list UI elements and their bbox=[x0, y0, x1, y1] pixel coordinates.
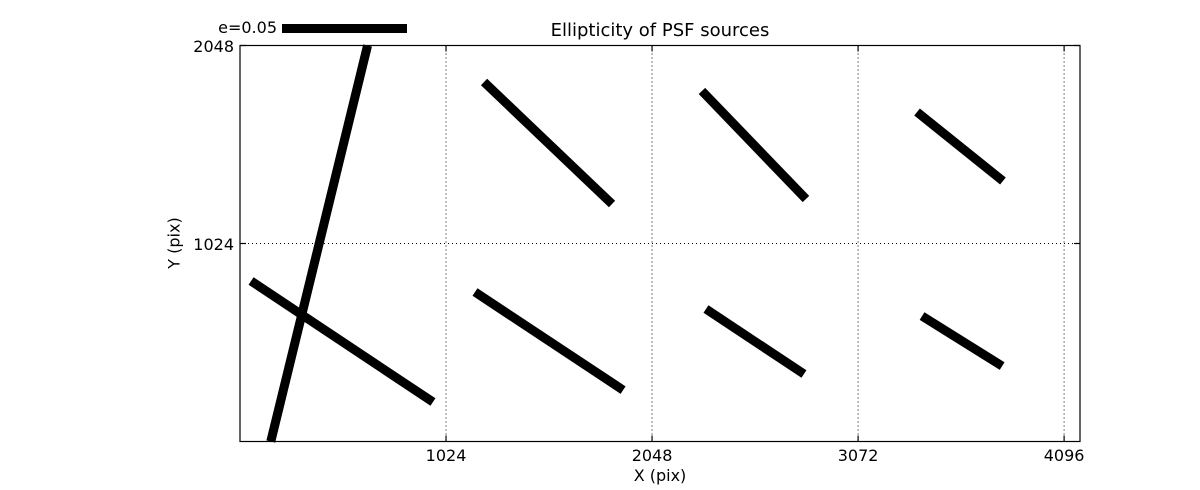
grid-layer bbox=[240, 45, 1080, 442]
x-tick-label: 4096 bbox=[1043, 445, 1085, 465]
axes-border bbox=[239, 44, 1081, 443]
psf-ellipticity-whisker bbox=[248, 277, 436, 406]
x-tick-label: 3072 bbox=[837, 445, 879, 465]
psf-ellipticity-whisker bbox=[480, 78, 616, 208]
psf-ellipticity-whisker bbox=[472, 288, 626, 394]
x-axis-label: X (pix) bbox=[633, 466, 687, 485]
y-tick-label: 1024 bbox=[193, 234, 234, 254]
legend-scale-bar bbox=[282, 24, 407, 33]
psf-ellipticity-whisker bbox=[266, 44, 372, 443]
plot-title: Ellipticity of PSF sources bbox=[550, 20, 770, 41]
psf-ellipticity-whisker bbox=[703, 305, 807, 378]
x-tick-label: 1024 bbox=[425, 445, 467, 465]
x-tick-label: 2048 bbox=[631, 445, 673, 465]
psf-ellipticity-whisker bbox=[914, 108, 1006, 185]
psf-ellipticity-whisker bbox=[919, 312, 1005, 370]
y-tick-label: 2048 bbox=[193, 36, 234, 56]
whisker-layer bbox=[248, 44, 1006, 443]
psf-ellipticity-whisker bbox=[698, 87, 810, 203]
legend-label: e=0.05 bbox=[218, 18, 277, 37]
tick-layer bbox=[240, 44, 1080, 442]
